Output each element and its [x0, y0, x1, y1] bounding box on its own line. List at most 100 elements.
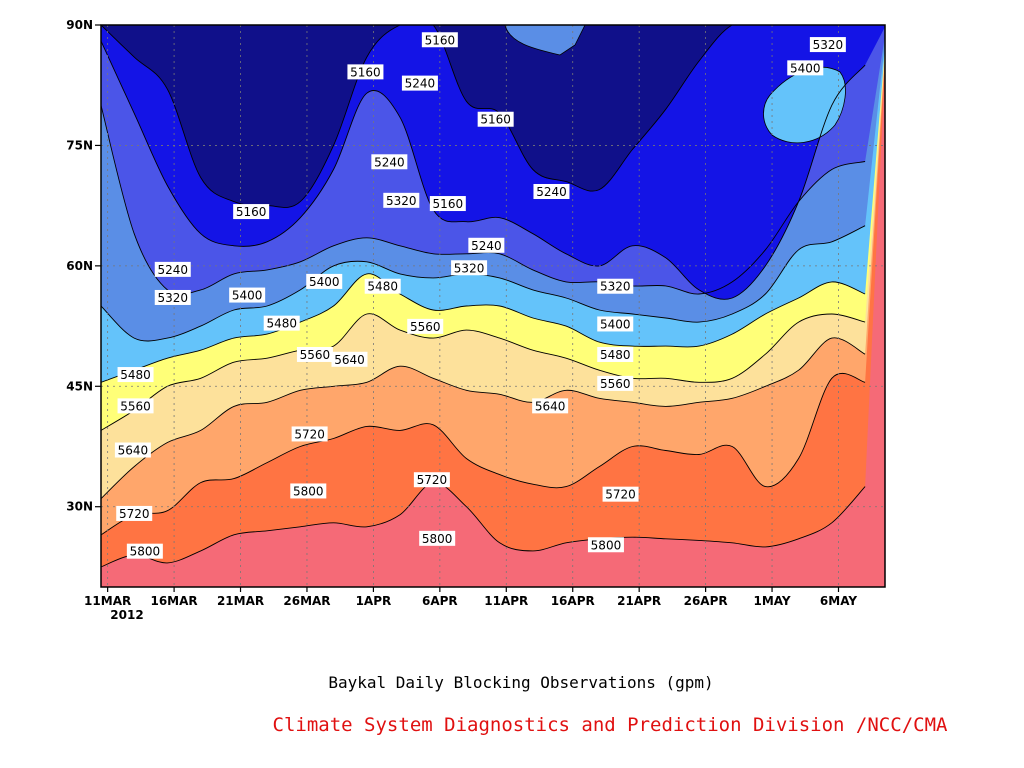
x-tick-label: 21MAR — [217, 594, 264, 608]
contour-label: 5720 — [602, 486, 639, 502]
contour-label: 5400 — [787, 60, 824, 76]
contour-label: 5800 — [419, 530, 456, 546]
svg-text:5480: 5480 — [600, 348, 631, 362]
plot-frame — [100, 24, 886, 588]
svg-text:5560: 5560 — [120, 399, 151, 413]
svg-text:5720: 5720 — [119, 507, 150, 521]
x-tick-label: 16APR — [551, 594, 595, 608]
x-tick-label: 1MAY — [753, 594, 790, 608]
contour-label: 5800 — [126, 543, 163, 559]
contour-label: 5400 — [306, 273, 343, 289]
contour-line-5240 — [101, 40, 866, 300]
contour-label: 5560 — [597, 375, 634, 391]
svg-text:5800: 5800 — [591, 538, 622, 552]
x-year-label: 2012 — [110, 608, 143, 622]
svg-text:5160: 5160 — [480, 113, 511, 127]
contour-label: 5240 — [468, 237, 505, 253]
svg-text:5800: 5800 — [293, 484, 324, 498]
svg-text:5720: 5720 — [294, 427, 325, 441]
contour-label: 5160 — [477, 111, 514, 127]
contour-label: 5320 — [809, 37, 846, 53]
svg-text:5400: 5400 — [309, 275, 340, 289]
contour-pocket-5240-top — [504, 25, 586, 56]
svg-text:5320: 5320 — [386, 194, 417, 208]
contour-label: 5480 — [117, 367, 154, 383]
contour-label: 5800 — [290, 483, 327, 499]
x-tick-label: 1APR — [356, 594, 392, 608]
svg-text:5800: 5800 — [130, 545, 161, 559]
contour-label: 5640 — [532, 398, 569, 414]
contour-label: 5480 — [597, 346, 634, 362]
svg-text:5400: 5400 — [232, 289, 263, 303]
svg-text:5320: 5320 — [813, 38, 844, 52]
contour-label: 5720 — [413, 472, 450, 488]
contour-line-5560 — [101, 313, 866, 431]
y-tick-label: 45N — [66, 379, 93, 393]
contour-labels: 5160 5320 5400 5160 5240 5160 5240 5240 5160 5320… — [114, 32, 846, 559]
svg-text:5480: 5480 — [367, 280, 398, 294]
contour-line-5480 — [101, 273, 866, 383]
contour-label: 5240 — [371, 154, 408, 170]
contour-label: 5320 — [597, 278, 634, 294]
y-axis: 30N 45N 60N 75N 90N — [66, 18, 101, 514]
contour-label: 5720 — [116, 505, 153, 521]
contour-label: 5400 — [229, 287, 266, 303]
contour-label: 5480 — [263, 315, 300, 331]
svg-text:5320: 5320 — [600, 280, 631, 294]
svg-text:5160: 5160 — [433, 197, 464, 211]
x-axis: 2012 11MAR 16MAR 21MAR 26MAR 1APR 6APR 11APR 16… — [84, 587, 857, 622]
svg-text:5640: 5640 — [535, 399, 566, 413]
svg-text:5560: 5560 — [410, 320, 441, 334]
svg-text:5560: 5560 — [300, 348, 331, 362]
svg-text:5480: 5480 — [120, 368, 151, 382]
contour-label: 5800 — [587, 537, 624, 553]
contour-label: 5240 — [533, 183, 570, 199]
x-tick-label: 6MAY — [820, 594, 857, 608]
filled-contour-bands — [101, 25, 885, 587]
svg-text:5240: 5240 — [157, 263, 188, 277]
svg-text:5240: 5240 — [374, 155, 405, 169]
y-tick-label: 60N — [66, 259, 93, 273]
contour-label: 5640 — [331, 351, 368, 367]
svg-text:5240: 5240 — [536, 185, 567, 199]
svg-text:5640: 5640 — [334, 353, 365, 367]
contour-label: 5560 — [117, 398, 154, 414]
svg-text:5320: 5320 — [157, 291, 188, 305]
contour-label: 5240 — [401, 75, 438, 91]
contour-label: 5480 — [364, 278, 401, 294]
svg-text:5160: 5160 — [350, 65, 381, 79]
contour-label: 5640 — [114, 442, 151, 458]
contour-label: 5160 — [233, 204, 270, 220]
svg-text:5240: 5240 — [471, 239, 502, 253]
contour-label: 5320 — [451, 260, 488, 276]
contour-line-5320 — [101, 105, 866, 296]
contour-line-5640 — [101, 337, 866, 500]
contour-label: 5560 — [407, 318, 444, 334]
x-tick-label: 11MAR — [84, 594, 131, 608]
x-tick-label: 16MAR — [150, 594, 197, 608]
svg-text:5560: 5560 — [600, 377, 631, 391]
svg-text:5720: 5720 — [605, 488, 636, 502]
x-tick-label: 11APR — [484, 594, 528, 608]
contour-label: 5720 — [291, 426, 328, 442]
y-tick-label: 90N — [66, 18, 93, 32]
band-below-5160 — [101, 25, 866, 208]
contour-label: 5240 — [154, 261, 191, 277]
svg-text:5160: 5160 — [425, 33, 456, 47]
x-tick-label: 26MAR — [283, 594, 330, 608]
chart-title: Baykal Daily Blocking Observations (gpm) — [328, 673, 713, 692]
svg-text:5400: 5400 — [600, 317, 631, 331]
contour-label: 5320 — [154, 289, 191, 305]
closed-contour-features — [504, 25, 846, 144]
contour-line-5160 — [101, 25, 866, 208]
contour-line-5800 — [101, 482, 866, 568]
contour-label: 5560 — [296, 346, 333, 362]
contour-label: 5400 — [597, 316, 634, 332]
x-tick-label: 6APR — [422, 594, 458, 608]
svg-text:5160: 5160 — [236, 205, 267, 219]
contour-label: 5160 — [347, 64, 384, 80]
contour-label: 5160 — [421, 32, 458, 48]
svg-text:5400: 5400 — [790, 61, 821, 75]
svg-text:5240: 5240 — [405, 77, 436, 91]
